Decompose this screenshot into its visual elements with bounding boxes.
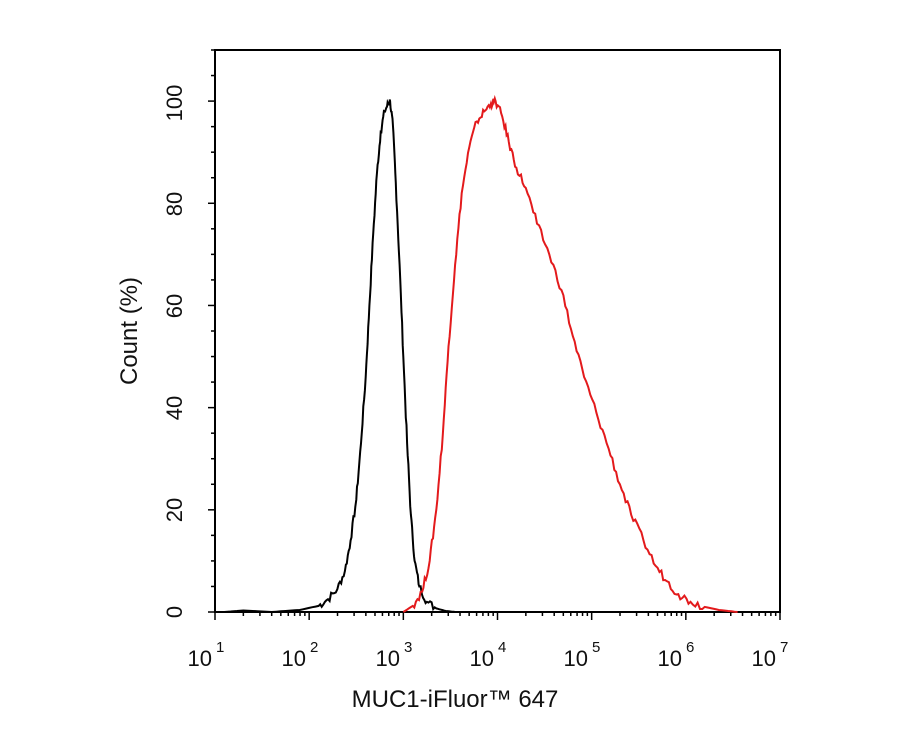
series-layer: [224, 94, 738, 614]
x-tick-label: 10 7: [752, 639, 789, 671]
x-tick-exponent: 1: [216, 639, 224, 656]
y-tick-label: 20: [162, 498, 187, 522]
x-tick-base: 10: [188, 646, 212, 671]
y-tick-labels: 0 20 40 60 80 100: [162, 85, 187, 618]
x-tick-exponent: 6: [686, 639, 694, 656]
x-tick-labels: 10 1 10 2 10 3 10 4 10 5 10 6 10 7: [188, 639, 789, 671]
y-tick-label: 40: [162, 396, 187, 420]
y-tick-label: 0: [162, 606, 187, 618]
x-tick-exponent: 4: [498, 639, 506, 656]
x-axis-label: MUC1-iFluor™ 647: [352, 686, 559, 713]
x-tick-label: 10 6: [658, 639, 695, 671]
minor-ticks: [211, 49, 777, 616]
x-tick-base: 10: [658, 646, 682, 671]
y-axis-label: Count (%): [116, 277, 143, 385]
x-tick-exponent: 3: [404, 639, 412, 656]
x-tick-base: 10: [282, 646, 306, 671]
x-tick-label: 10 2: [282, 639, 319, 671]
x-tick-base: 10: [752, 646, 776, 671]
x-tick-label: 10 5: [564, 639, 601, 671]
x-tick-label: 10 4: [470, 639, 507, 671]
x-tick-base: 10: [376, 646, 400, 671]
x-tick-label: 10 3: [376, 639, 413, 671]
plot-frame: [214, 49, 781, 613]
series-line-control: [224, 98, 456, 614]
series-line-muc1: [402, 94, 738, 613]
major-ticks: [208, 100, 781, 620]
y-tick-label: 60: [162, 294, 187, 318]
x-tick-base: 10: [470, 646, 494, 671]
y-tick-label: 100: [162, 85, 187, 122]
y-tick-label: 80: [162, 192, 187, 216]
x-tick-base: 10: [564, 646, 588, 671]
x-tick-label: 10 1: [188, 639, 225, 671]
x-tick-exponent: 5: [592, 639, 600, 656]
x-tick-exponent: 7: [780, 639, 788, 656]
x-tick-exponent: 2: [310, 639, 318, 656]
